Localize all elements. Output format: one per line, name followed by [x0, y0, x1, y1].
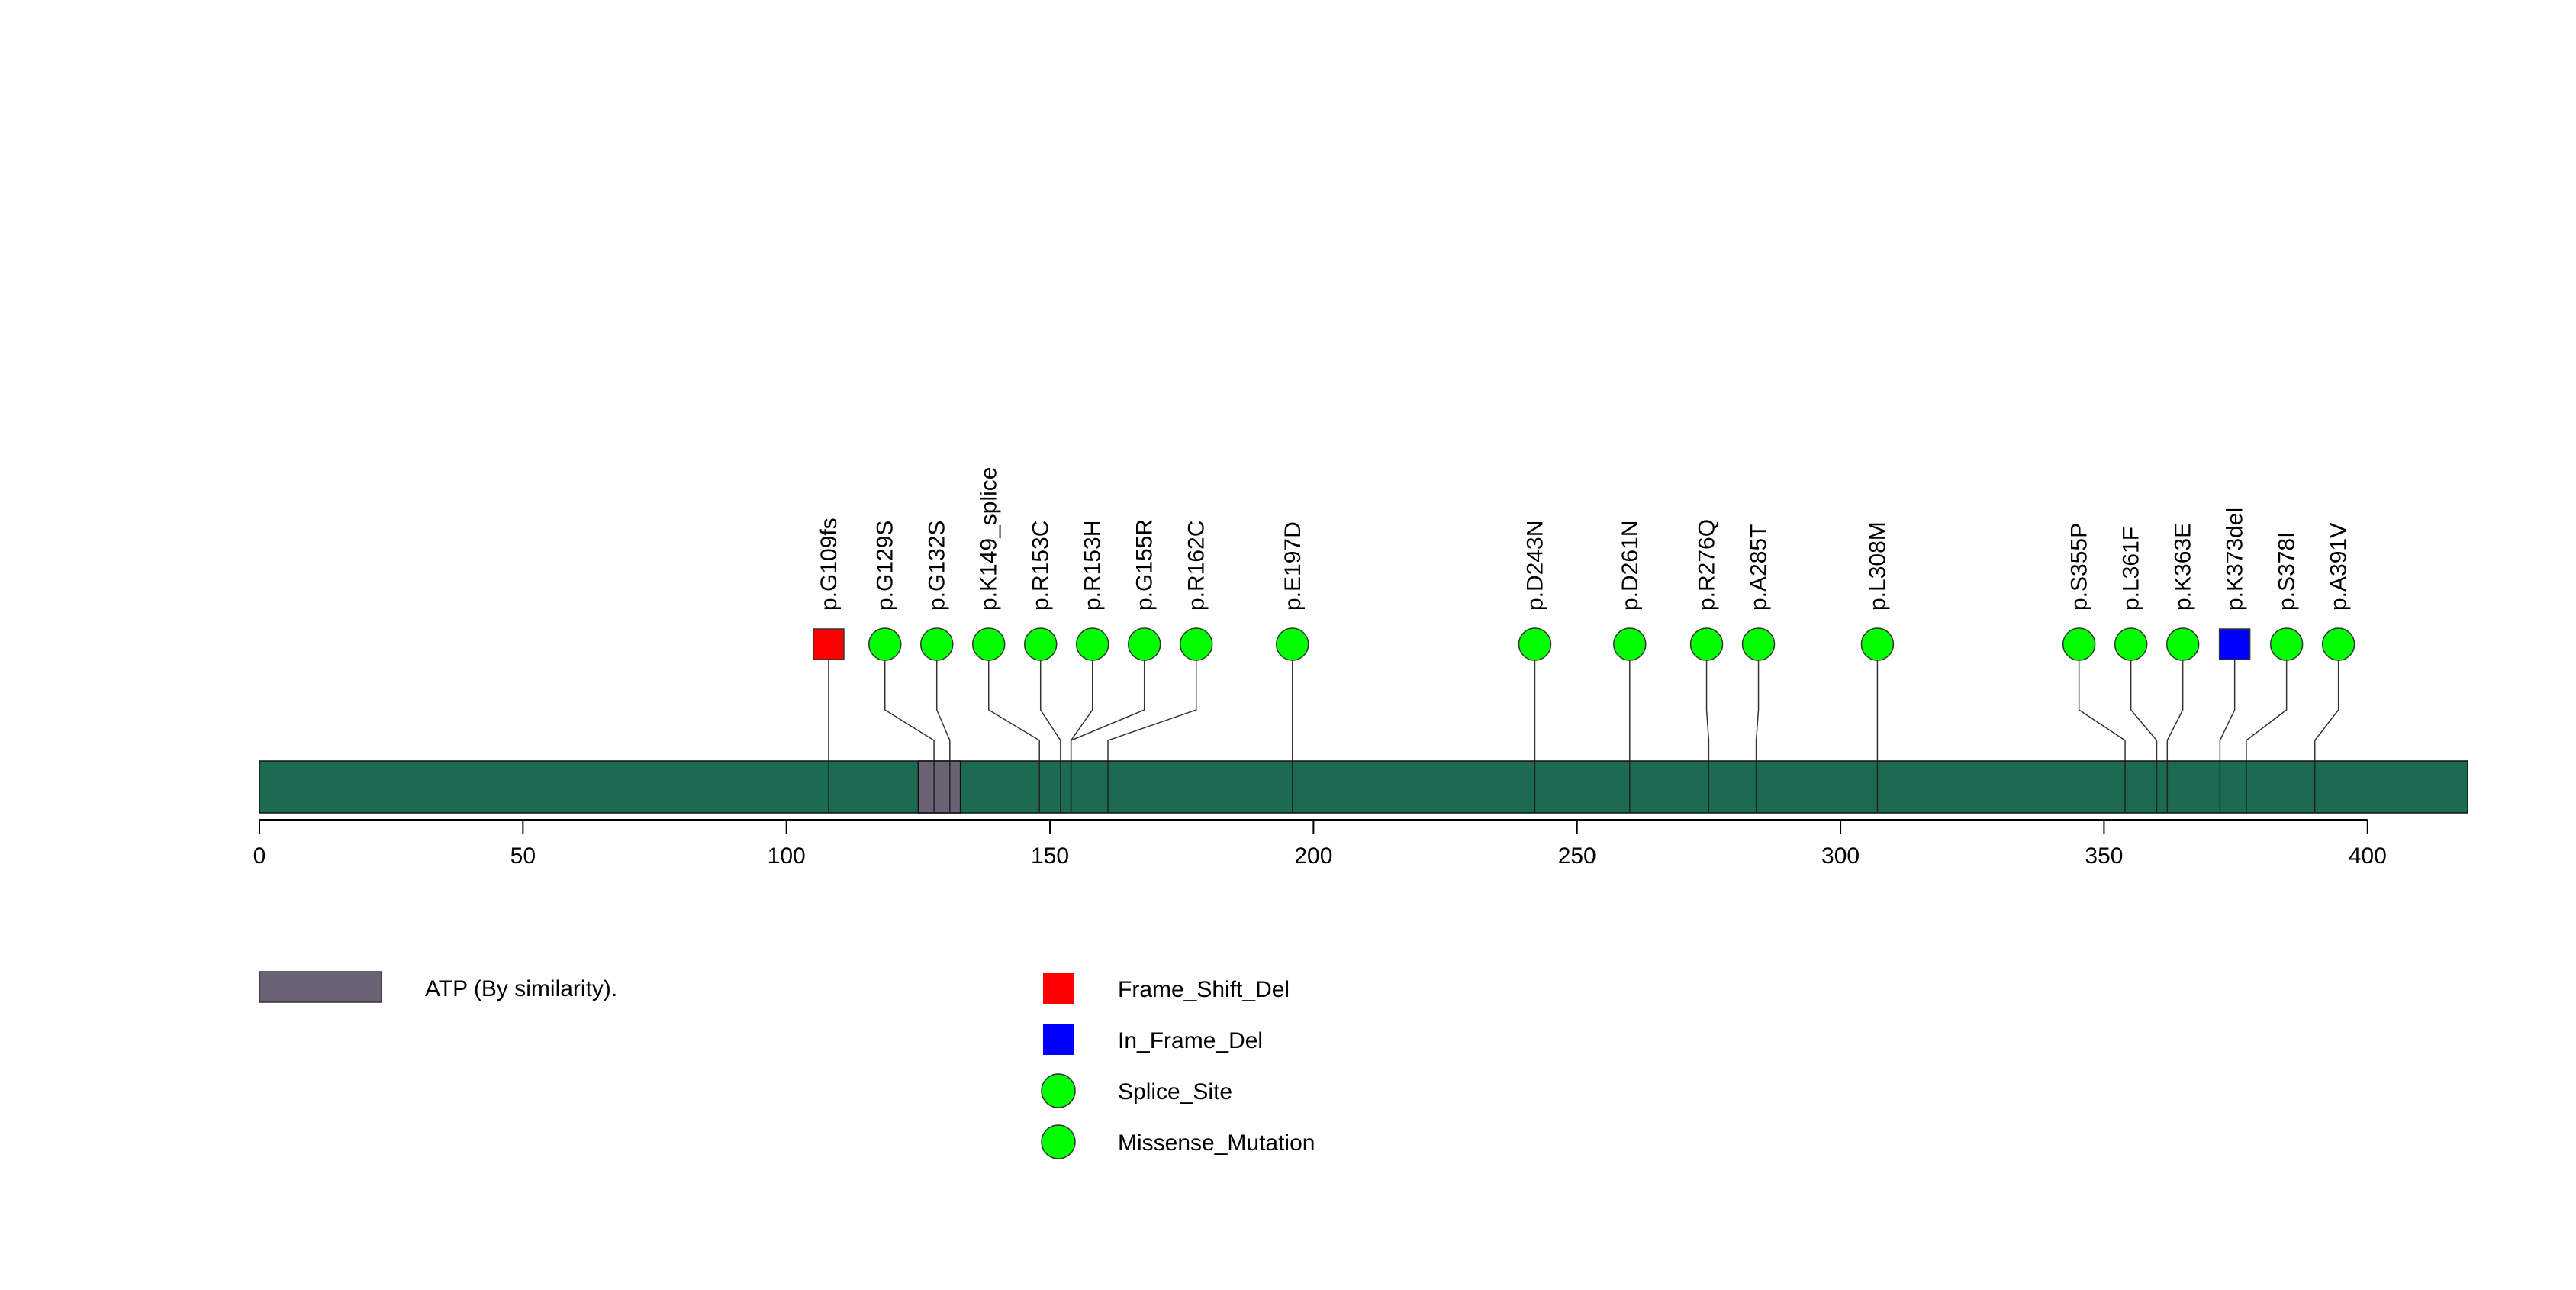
mutation-marker	[2114, 627, 2148, 661]
legend: ATP (By similarity). Frame_Shift_Del In_Fr…	[259, 971, 1315, 1159]
mutation-label: p.R162C	[1184, 521, 1209, 611]
x-tick-label: 0	[253, 843, 266, 869]
mutation-label: p.S355P	[2067, 523, 2092, 611]
mutation-label: p.R153C	[1029, 521, 1054, 611]
legend-domain-label: ATP (By similarity).	[425, 976, 617, 1001]
mutation-marker	[1689, 627, 1724, 661]
legend-type-swatch	[1043, 1024, 1074, 1055]
mutation-label: p.D243N	[1522, 521, 1547, 611]
mutation-label: p.S378I	[2275, 532, 2300, 611]
legend-type-swatch	[1041, 1124, 1076, 1159]
legend-type-label: Frame_Shift_Del	[1118, 977, 1290, 1002]
legend-type-swatch	[1043, 973, 1074, 1004]
mutation-marker	[1179, 627, 1213, 661]
mutation-label: p.K373del	[2223, 508, 2248, 611]
x-tick-label: 200	[1294, 843, 1332, 869]
mutation-label: p.G132S	[925, 521, 950, 611]
x-tick-label: 250	[1558, 843, 1596, 869]
x-tick-label: 400	[2349, 843, 2387, 869]
mutation-label: p.R153H	[1080, 521, 1106, 611]
mutation-label: p.A391V	[2326, 523, 2352, 611]
legend-domain-swatch	[259, 971, 382, 1003]
mutation-label: p.G129S	[873, 521, 898, 611]
mutation-marker	[1518, 627, 1552, 661]
protein-backbone	[259, 760, 2468, 814]
x-tick-label: 100	[768, 843, 806, 869]
mutation-marker	[1127, 627, 1161, 661]
mutation-marker	[1075, 627, 1109, 661]
mutation-label: p.E197D	[1280, 521, 1306, 611]
mutation-labels: p.G109fs p.G129S p.G132S p.K149_splice p.R15…	[816, 467, 2352, 611]
mutation-marker	[1023, 627, 1058, 661]
mutation-marker	[2218, 628, 2251, 660]
mutation-label: p.G155R	[1132, 519, 1158, 611]
mutation-marker	[1860, 627, 1895, 661]
x-tick-label: 350	[2085, 843, 2123, 869]
mutation-marker	[1613, 627, 1647, 661]
mutation-marker	[2165, 627, 2200, 661]
mutation-label: p.L361F	[2119, 527, 2144, 611]
mutation-marker	[2321, 627, 2355, 661]
mutation-label: p.R276Q	[1695, 519, 1720, 611]
mutation-marker	[971, 627, 1006, 661]
legend-type-swatch	[1041, 1073, 1076, 1108]
legend-type-label: Splice_Site	[1118, 1079, 1232, 1105]
x-tick-label: 50	[510, 843, 536, 869]
mutation-label: p.G109fs	[816, 518, 842, 611]
mutation-marker	[868, 627, 902, 661]
mutation-markers	[813, 627, 2355, 661]
x-axis: 0 50 100 150 200 250 300 350 400	[253, 819, 2387, 869]
mutation-label: p.L308M	[1865, 521, 1890, 611]
mutation-marker	[1276, 627, 1309, 661]
domain-0	[917, 760, 961, 814]
x-tick-label: 300	[1821, 843, 1860, 869]
mutation-label: p.K149_splice	[977, 467, 1002, 611]
legend-type-label: Missense_Mutation	[1118, 1130, 1315, 1156]
mutation-label: p.K363E	[2171, 523, 2196, 611]
mutation-marker	[2269, 627, 2304, 661]
x-tick-label: 150	[1031, 843, 1069, 869]
mutation-marker	[1741, 627, 1776, 661]
mutation-position-marks	[828, 761, 2316, 813]
mutation-marker	[2062, 627, 2096, 661]
mutation-label: p.A285T	[1747, 524, 1772, 611]
mutation-label: p.D261N	[1618, 521, 1643, 611]
legend-type-label: In_Frame_Del	[1118, 1028, 1263, 1053]
mutation-marker	[919, 627, 954, 661]
mutation-marker	[813, 628, 845, 660]
protein-domains	[917, 760, 961, 814]
